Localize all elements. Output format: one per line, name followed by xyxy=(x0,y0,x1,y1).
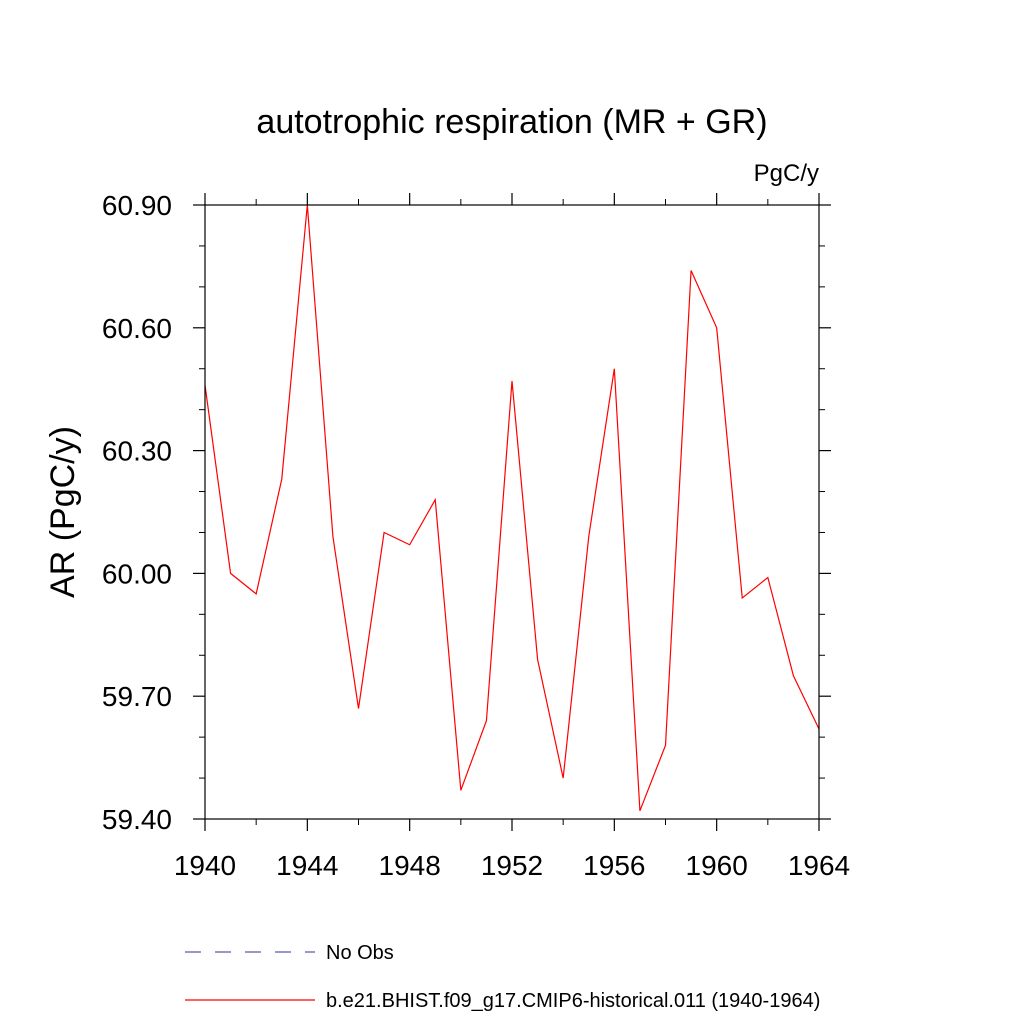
x-tick-label: 1948 xyxy=(379,850,441,881)
x-tick-label: 1944 xyxy=(276,850,338,881)
y-tick-label: 60.60 xyxy=(102,313,172,344)
x-tick-label: 1960 xyxy=(686,850,748,881)
legend-label-0: No Obs xyxy=(326,942,394,964)
y-tick-label: 60.30 xyxy=(102,436,172,467)
series-line-0 xyxy=(204,204,820,812)
y-tick-label: 60.90 xyxy=(102,190,172,221)
x-tick-label: 1956 xyxy=(583,850,645,881)
x-tick-label: 1952 xyxy=(481,850,543,881)
y-axis-label: AR (PgC/y) xyxy=(44,426,82,598)
units-label: PgC/y xyxy=(754,160,819,187)
series-layer xyxy=(204,204,820,812)
y-tick-label: 59.70 xyxy=(102,681,172,712)
x-tick-label: 1964 xyxy=(788,850,850,881)
legend-label-1: b.e21.BHIST.f09_g17.CMIP6-historical.011… xyxy=(326,990,820,1012)
legend: No Obs b.e21.BHIST.f09_g17.CMIP6-historic… xyxy=(185,942,820,1012)
x-tick-label: 1940 xyxy=(174,850,236,881)
plot-frame xyxy=(204,204,820,820)
chart-title: autotrophic respiration (MR + GR) xyxy=(256,103,767,141)
axis-ticks xyxy=(193,193,831,831)
y-tick-label: 60.00 xyxy=(102,558,172,589)
y-tick-label: 59.40 xyxy=(102,804,172,835)
axis-tick-labels: 1940 1944 1948 1952 1956 1960 1964 59.40 59.70 60… xyxy=(102,190,850,881)
